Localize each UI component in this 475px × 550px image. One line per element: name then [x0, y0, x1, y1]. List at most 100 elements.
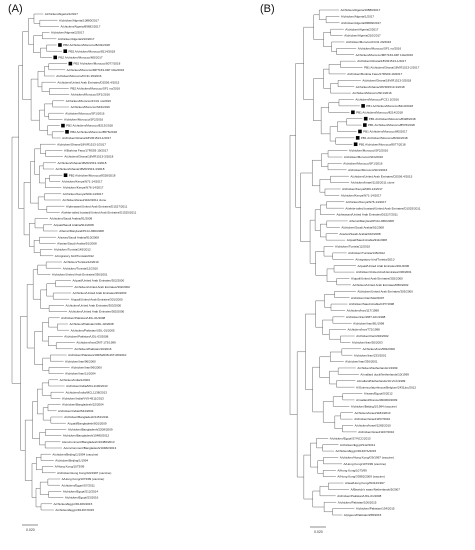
- leaf-label: A/chicken/Morocco/SF1/2016: [71, 93, 111, 97]
- leaf-label: PB1 A/chicken/Morocco/8213/2018: [366, 104, 413, 108]
- study-isolate-marker: [351, 110, 355, 115]
- leaf-label: A/chicken/Israel/1184/2010: [354, 411, 390, 415]
- leaf-label: A/chicken/Morocco/FC31 2/2016: [355, 98, 399, 102]
- leaf-label: PB1 A/chicken/Morocco/8214/2018: [356, 110, 403, 114]
- leaf-label: A/chicken/United Arab Emirates/D2506.4/2…: [350, 174, 412, 178]
- leaf-label: A/chicken/Algeria/89682/2017: [341, 21, 381, 25]
- leaf-label: A/white-tailed bustard/United Arab Emira…: [61, 211, 136, 215]
- leaf-label: PB2 A/chicken/Morocco/8576/2018: [70, 130, 117, 134]
- leaf-label: A/chicken/Iran/336/2001: [345, 360, 378, 364]
- study-isolate-marker: [355, 136, 360, 140]
- leaf-label: PB1 A/chicken/Morocco/8576/2018: [368, 123, 415, 127]
- leaf-label: A/chicken/Egypt/S7/NCC/2013: [330, 436, 371, 440]
- leaf-label: PB2 A/chicken/Morocco/SF1 no/2016: [70, 87, 120, 91]
- leaf-label: A/chicken/Egypt/D1467/2015: [55, 508, 94, 512]
- leaf-label: A/chicken/Pakistan/10/2016: [74, 347, 111, 351]
- leaf-label: A/chicken/India/MCL1136/2013: [66, 384, 108, 388]
- leaf-label: A/chicken/Iran/92/2003: [352, 341, 383, 345]
- leaf-label: PB1 A/chicken/Morocco/8232/2018: [361, 136, 408, 140]
- leaf-label: A/chicken/Algeria/210/2017: [344, 34, 381, 38]
- leaf-label: A/quail/United Arab Emirates/301/2000: [71, 297, 123, 301]
- leaf-label: A/chicken/Morocco/SF4/2016: [344, 155, 384, 159]
- study-isolate-marker: [363, 123, 367, 127]
- leaf-label: PB2 A/chicken/Morocco/8213/2018: [66, 124, 113, 128]
- leaf-label: A/chicken/Kenya/N69-14/2017: [63, 192, 104, 196]
- leaf-label: A/chicken/Iran/ZMT-173/1999: [76, 341, 116, 345]
- leaf-label: A/chicken/Beijing/1/1994 (vaccine): [351, 404, 397, 408]
- leaf-label: PB2 A/chicken/Morocco/M5/2017: [58, 56, 103, 60]
- leaf-label: A/chicken/Burkina Faso/17RS93-19/2017: [347, 72, 402, 76]
- leaf-label: A/chicken/Pakistan/UDL-01/2008: [337, 494, 381, 498]
- leaf-label: A/chicken/Algeria/210/2017: [58, 37, 95, 41]
- leaf-label: A/chicken/Israel/1102/2011 clone: [351, 181, 395, 185]
- study-isolate-marker: [58, 43, 62, 47]
- leaf-label: A/chicken/Saudi Arabia/CP7/1998: [349, 302, 394, 306]
- leaf-label: A/ferret/Maryland/P10-UMD/2008: [59, 229, 104, 233]
- leaf-label: A/quail/United Arab Emirates/302/2000: [351, 277, 403, 281]
- leaf-label: A/chicken/Iran/11/2004: [65, 372, 96, 376]
- leaf-label: A/chicken/Egypt/D1467A/2015: [335, 449, 376, 453]
- leaf-label: A/quail/Saudi Arabia/911/2008: [347, 238, 387, 242]
- leaf-label: A/environment/Bangladesh/10486/2013: [62, 440, 115, 444]
- leaf-label: A/chicken/Tunisia/145/2012: [54, 248, 91, 252]
- leaf-label: A/chicken/India/1/2004: [60, 378, 91, 382]
- leaf-label: A/chicken/Bangladesh/2208/2009: [68, 428, 113, 432]
- leaf-label: A/chicken/Israel/1265/2010: [355, 424, 392, 428]
- leaf-label: A/chicken/Tunisia/12/2010: [335, 245, 370, 249]
- leaf-label: A/chicken/Morocco/FC31 29/2016: [346, 40, 392, 44]
- leaf-label: A/chicken/United Arab Emirates/46/2003: [73, 291, 127, 295]
- leaf-label: A/chicken/United Arab Emirates/R66/2002: [352, 283, 408, 287]
- leaf-label: PB1 A/chicken/Morocco/8077/2018: [359, 142, 406, 146]
- study-isolate-marker: [63, 173, 68, 177]
- leaf-label: A/chicken/Morocco/SF1/2016: [65, 111, 105, 115]
- leaf-label: A/chicken/Egypt/S12/2014: [340, 443, 376, 447]
- leaf-label: A/chicken/Iran/11T/1998: [347, 309, 380, 313]
- leaf-label: A/mallard/Netherlands/10-Vmb/1999: [357, 379, 406, 383]
- leaf-label: A/chicken/Iran/SH2/2007: [351, 296, 385, 300]
- study-isolate-marker: [61, 123, 65, 128]
- leaf-label: A/chicken/Bangladesh/22/2004: [62, 403, 104, 407]
- leaf-label: A/chicken/Iran/294/2002: [356, 334, 389, 338]
- leaf-label: PB1 A/chicken/Morocco/8328/2018: [369, 117, 416, 121]
- leaf-label: A/chicken/United Arab Emirates/302/2002: [74, 285, 130, 289]
- leaf-label: A/chicken/Morocco/MP7163-04P 10w/2016: [356, 53, 414, 57]
- panel-title: (A): [8, 3, 23, 15]
- leaf-label: A/chicken/Algeria/10880/2017: [59, 18, 99, 22]
- leaf-label: PB2 A/chicken/Morocco/8232/2018: [63, 43, 110, 47]
- leaf-label: A/chicken/Beijing/1/1994: [55, 459, 88, 463]
- leaf-label: A/chicken/Pakistan/134/2015: [356, 507, 395, 511]
- scale-bar: 0.020: [22, 524, 38, 532]
- leaf-label: A/avian/Saudi Arabia/910/2008: [58, 235, 100, 239]
- leaf-label: A/chicken/Ghana/18VIR1513-1/2017: [62, 136, 111, 140]
- leaf-label: A/chicken/Ghana/18VIR1513-3/2018: [64, 155, 113, 159]
- leaf-label: A/pheasant/United Arab Emirates/D1527/20…: [66, 204, 128, 208]
- leaf-label: A/Hong Kong/1073/99: [337, 468, 367, 472]
- leaf-label: A/chicken/Israel/1157/2010: [354, 417, 390, 421]
- leaf-label: A/Burkina Faso/17RS93-19/2017: [64, 149, 108, 153]
- leaf-label: A/swan/Egypt/S/2012: [364, 392, 393, 396]
- leaf-label: A/chicken/Morocco/FC31 no/2016: [66, 99, 112, 103]
- leaf-label: A/chicken/Morocco/SF1 no/2016: [358, 46, 402, 50]
- leaf-label: A/chicken/Pakistan/19RS2038-26T-08/2010: [68, 353, 127, 357]
- leaf-label: A/chicken/Iran/772/1998: [347, 328, 380, 332]
- leaf-label: A/chicken/Algeria/2/2017: [51, 31, 85, 35]
- leaf-label: A/chicken/Morocco/SF1/2016: [343, 162, 383, 166]
- leaf-label: A/chicken/Beijing/1/1994 (vaccine): [52, 452, 98, 456]
- study-isolate-marker: [68, 61, 73, 66]
- leaf-label: A/chicken/Morocco/SF4/2016: [71, 105, 111, 109]
- leaf-label: A/chicken/Kenya/N69-14/2017: [342, 187, 383, 191]
- leaf-labels: A/chicken/Algeria/1/2017 A/chicken/Algeri…: [45, 12, 137, 512]
- leaf-label: A/chicken/Morocco/SF2/2016: [349, 149, 389, 153]
- leaf-label: A/chicken/Morocco/FC31 29/2016: [56, 74, 102, 78]
- panel-title: (B): [260, 3, 275, 15]
- leaf-label: A/Hong Kong/1073/99: [55, 465, 85, 469]
- tree-branches: [11, 13, 75, 511]
- leaf-label: A/chicken/Tunisia/12/2010: [63, 266, 98, 270]
- leaf-label: A/Hong Kong/1073/99 (vaccine): [344, 462, 387, 466]
- leaf-label: A/Guinea platyrhincus/Belgium/2431/pc/20…: [356, 385, 416, 389]
- leaf-label: A/Bewick's swan/Netherlands/5/2007: [351, 488, 401, 492]
- leaf-label: A/chicken/Kenya/N76-14/2017: [346, 200, 387, 204]
- leaf-label: A/chicken/Iran/233/2001: [354, 353, 387, 357]
- leaf-label: A/mallard duck/Netherlands/10/1999: [360, 372, 409, 376]
- leaf-label: PB1 A/chicken/Morocco/M5/2017: [363, 130, 408, 134]
